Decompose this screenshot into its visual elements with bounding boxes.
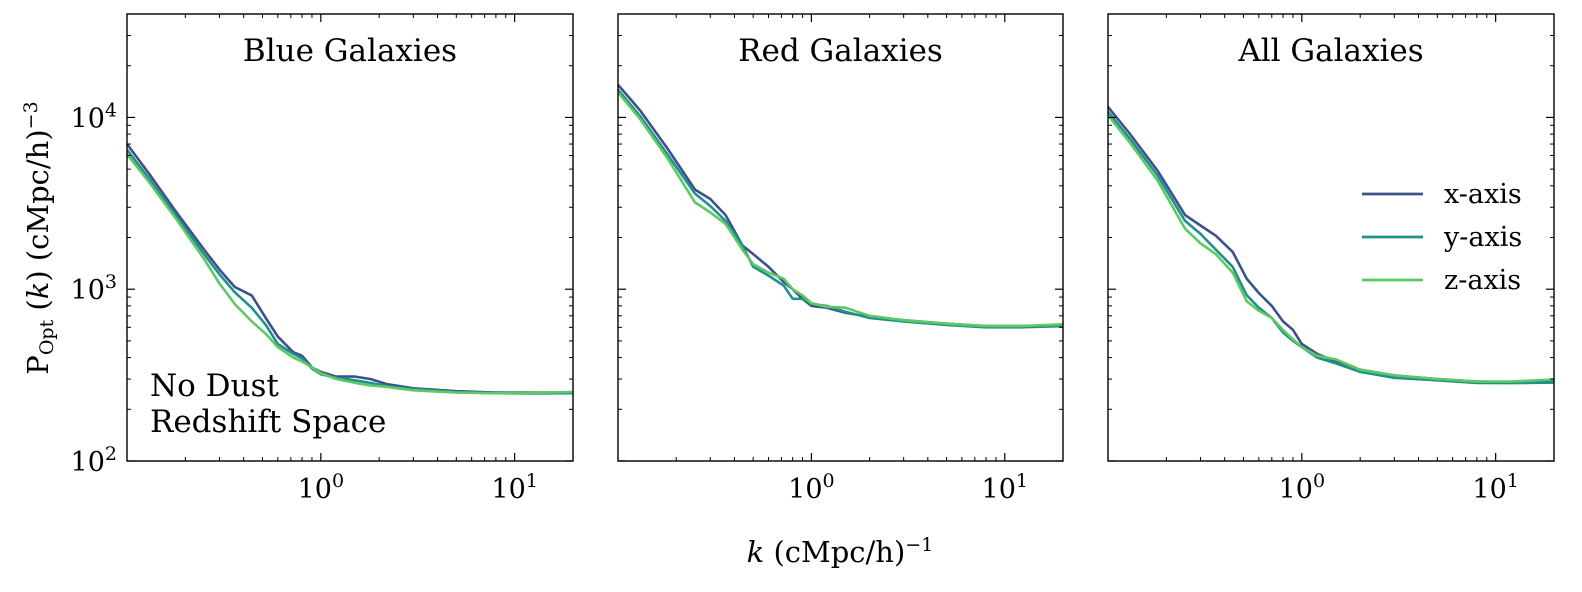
panel-2: 100 101 Red Galaxies <box>617 13 1064 505</box>
y-tick-label: 104 <box>71 99 117 134</box>
annotation-line-1: No Dust <box>150 368 279 404</box>
panel-frame <box>126 13 574 462</box>
y-label-main: P <box>21 355 55 375</box>
x-label-rest: (cMpc/h) <box>764 535 905 569</box>
annotation-line-2: Redshift Space <box>150 404 386 440</box>
legend-label-y-axis: y-axis <box>1443 222 1522 253</box>
legend-label-z-axis: z-axis <box>1444 265 1521 296</box>
y-tick-label: 102 <box>71 443 117 478</box>
x-tick-label: 100 <box>298 470 344 505</box>
series-line-y-axis <box>618 88 1063 329</box>
panel-frame <box>617 13 1064 462</box>
x-tick-label: 100 <box>1279 470 1325 505</box>
legend: x-axis y-axis z-axis <box>1362 179 1522 296</box>
series-line-y-axis <box>1108 110 1554 385</box>
x-tick-label: 101 <box>1472 470 1518 505</box>
x-label-k: k <box>747 535 765 569</box>
series-line-z-axis <box>127 153 573 395</box>
y-label-rest: ) (cMpc/h) <box>21 129 55 281</box>
panel-3: 100 101 All Galaxies <box>1107 13 1555 505</box>
series-line-x-axis <box>618 83 1063 328</box>
series-line-z-axis <box>618 91 1063 328</box>
panel-1: 100 101 102 103 104 Blue Galaxies <box>71 13 574 505</box>
panel-title: All Galaxies <box>1237 33 1423 69</box>
y-label-mid: ( <box>21 299 55 320</box>
y-label-k: k <box>21 282 55 300</box>
x-label-exp: −1 <box>905 534 933 556</box>
y-label-sub: Opt <box>36 319 58 355</box>
x-tick-label: 100 <box>788 470 834 505</box>
x-tick-label: 101 <box>491 470 537 505</box>
series-line-y-axis <box>127 148 573 395</box>
panel-title: Red Galaxies <box>738 33 943 69</box>
x-axis-label: k (cMpc/h)−1 <box>747 534 934 569</box>
y-tick-label: 103 <box>71 271 117 306</box>
series-line-x-axis <box>127 143 573 394</box>
panel-frame <box>1107 13 1555 462</box>
x-tick-label: 101 <box>982 470 1028 505</box>
legend-label-x-axis: x-axis <box>1444 179 1522 210</box>
y-axis-label: POpt (k) (cMpc/h)−3 <box>20 101 58 374</box>
y-label-exp: −3 <box>20 101 42 129</box>
panel-title: Blue Galaxies <box>243 33 457 69</box>
series-line-z-axis <box>1108 114 1554 383</box>
